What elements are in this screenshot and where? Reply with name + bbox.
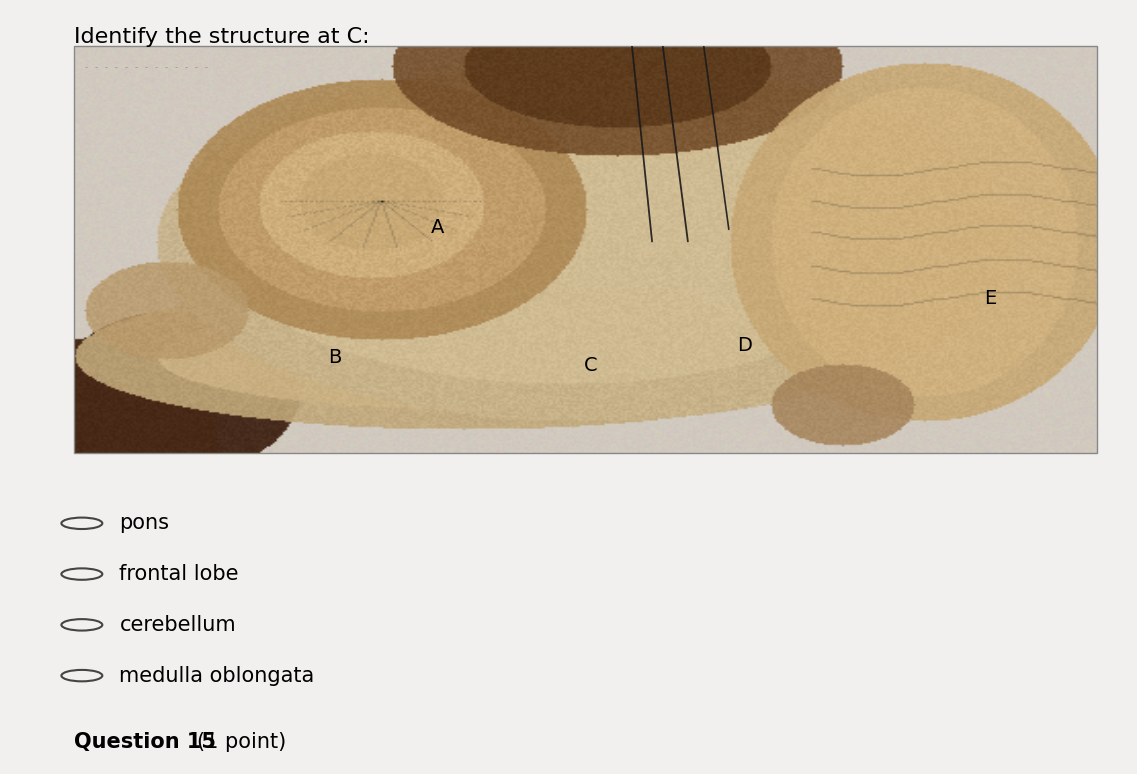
Text: D: D <box>737 336 752 354</box>
Text: frontal lobe: frontal lobe <box>119 564 239 584</box>
Text: - - - - - - - - - - - - -: - - - - - - - - - - - - - <box>84 63 209 72</box>
Text: Identify the structure at C:: Identify the structure at C: <box>74 27 370 47</box>
Text: pons: pons <box>119 513 169 533</box>
Text: cerebellum: cerebellum <box>119 615 236 635</box>
Text: medulla oblongata: medulla oblongata <box>119 666 315 686</box>
Text: (1 point): (1 point) <box>197 732 285 752</box>
Text: C: C <box>584 356 597 375</box>
Text: E: E <box>984 289 996 308</box>
Text: Question 15: Question 15 <box>74 732 216 752</box>
Text: A: A <box>431 217 443 237</box>
Text: B: B <box>329 348 341 367</box>
